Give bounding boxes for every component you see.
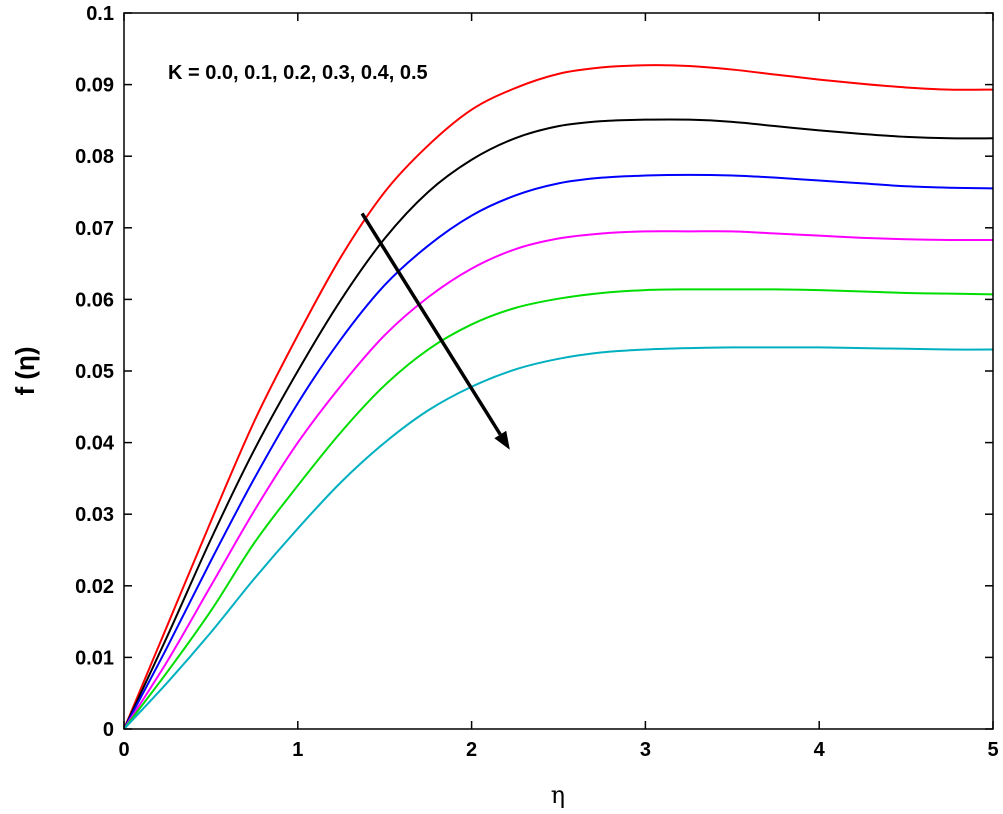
series-line-5 — [123, 288, 994, 730]
y-tick-label: 0.04 — [75, 433, 115, 455]
y-tick-label: 0.06 — [75, 289, 114, 311]
y-tick-label: 0.1 — [86, 3, 114, 25]
x-tick-label: 1 — [292, 739, 303, 761]
y-tick-label: 0.07 — [75, 218, 114, 240]
trend-arrow-shaft — [360, 212, 502, 436]
series-line-6 — [123, 346, 994, 730]
series-line-4 — [123, 230, 994, 730]
series-layer — [123, 64, 994, 730]
y-tick-label: 0.01 — [75, 647, 114, 669]
x-tick-label: 5 — [987, 739, 998, 761]
y-tick-label: 0 — [103, 719, 114, 741]
x-tick-label: 0 — [118, 739, 129, 761]
y-tick-label: 0.02 — [75, 576, 114, 598]
series-line-2 — [123, 118, 994, 730]
y-tick-label: 0.05 — [75, 361, 114, 383]
x-tick-label: 3 — [640, 739, 651, 761]
x-axis-label: η — [551, 781, 565, 809]
x-tick-label: 4 — [814, 739, 826, 761]
y-tick-label: 0.03 — [75, 504, 114, 526]
tick-layer: 0 1 2 3 4 5 0 0.01 0.02 0.03 0.04 0.05 0.06 0.07 0.08 0… — [75, 3, 999, 761]
trend-arrow-head — [494, 430, 510, 450]
x-tick-label: 2 — [466, 739, 477, 761]
arrow-layer — [360, 212, 510, 450]
y-axis-label: f (η) — [10, 346, 40, 395]
annotation-k-values: K = 0.0, 0.1, 0.2, 0.3, 0.4, 0.5 — [168, 62, 428, 84]
series-line-1 — [123, 64, 994, 730]
y-tick-label: 0.08 — [75, 146, 114, 168]
plot-background — [124, 13, 993, 729]
y-tick-label: 0.09 — [75, 75, 114, 97]
series-line-3 — [123, 173, 994, 730]
